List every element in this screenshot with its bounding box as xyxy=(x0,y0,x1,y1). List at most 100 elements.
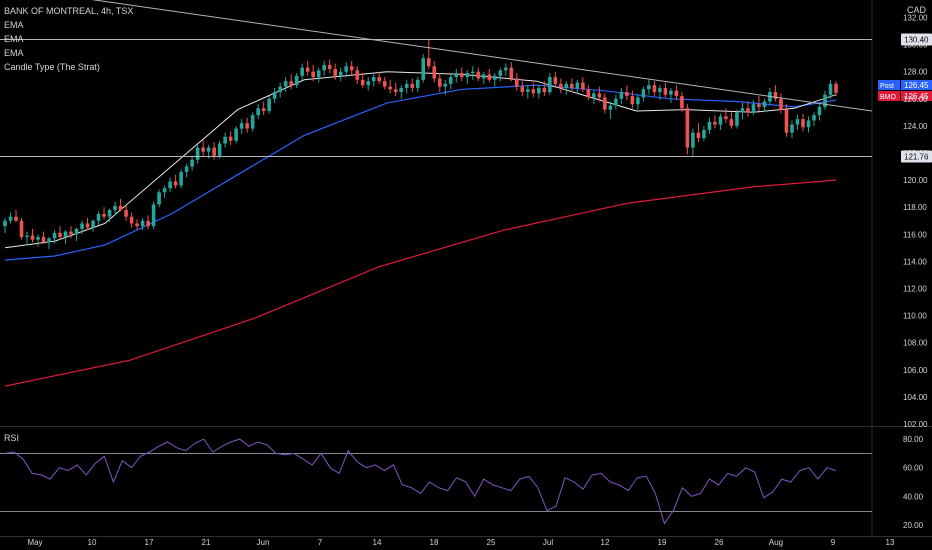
candle-body xyxy=(393,89,398,93)
candle-body xyxy=(8,216,13,221)
time-tick-label: 17 xyxy=(145,538,154,547)
candle-body xyxy=(509,67,514,79)
candle-body xyxy=(140,220,145,227)
price-tick-label: 122.00 xyxy=(903,149,928,158)
candle-body xyxy=(614,98,618,106)
candle-body xyxy=(773,92,778,99)
time-tick-label: 25 xyxy=(487,538,496,547)
candle-body xyxy=(641,89,646,98)
candle-body xyxy=(173,181,178,186)
candle-body xyxy=(349,66,354,71)
candle-body xyxy=(735,112,739,126)
level-label: 121.76 xyxy=(904,153,929,162)
candle-body xyxy=(190,159,194,167)
candle-body xyxy=(740,108,745,113)
candle-body xyxy=(801,119,805,128)
candle-body xyxy=(465,73,470,78)
candle-body xyxy=(630,96,635,105)
candle-body xyxy=(311,71,315,78)
candle-body xyxy=(746,108,750,113)
candle-body xyxy=(729,119,734,126)
candle-body xyxy=(102,213,106,217)
candle-body xyxy=(718,116,723,125)
candle-body xyxy=(470,71,475,74)
candle-body xyxy=(250,115,255,129)
ema-fast-label[interactable]: EMA xyxy=(4,20,24,30)
rsi-pane-label[interactable]: RSI xyxy=(4,433,20,443)
candle-body xyxy=(548,77,552,93)
candle-body xyxy=(608,105,613,110)
candle-body xyxy=(267,98,271,111)
candle-body xyxy=(245,123,249,129)
candle-body xyxy=(779,98,783,110)
candle-body xyxy=(327,64,332,69)
badge-value: 126.45 xyxy=(904,92,929,101)
badge-name: BMO xyxy=(880,94,897,101)
candle-body xyxy=(504,67,508,71)
candle-body xyxy=(168,181,172,189)
symbol-title[interactable]: BANK OF MONTREAL, 4h, TSX xyxy=(4,6,134,16)
time-tick-label: 7 xyxy=(318,538,323,547)
time-tick-label: 10 xyxy=(88,538,97,547)
candle-body xyxy=(410,83,415,88)
rsi-tick-label: 20.00 xyxy=(903,521,924,530)
candle-body xyxy=(30,235,35,240)
candle-body xyxy=(19,220,24,238)
candle-body xyxy=(713,121,717,125)
badge-name-box xyxy=(878,80,900,90)
candle-body xyxy=(476,71,481,79)
candle-body xyxy=(338,71,343,76)
price-tick-label: 128.00 xyxy=(903,68,928,77)
candle-body xyxy=(647,85,651,90)
currency-label: CAD xyxy=(906,5,926,15)
candle-body xyxy=(724,116,728,120)
candle-body xyxy=(784,109,789,133)
level-label: 130.40 xyxy=(904,36,929,45)
price-tick-label: 116.00 xyxy=(903,230,927,239)
candle-body xyxy=(184,166,189,172)
time-tick-label: 13 xyxy=(886,538,895,547)
candle-body xyxy=(790,124,794,133)
candle-body xyxy=(96,213,101,221)
candle-body xyxy=(305,67,310,72)
candle-body xyxy=(823,94,827,107)
candle-body xyxy=(14,216,18,221)
candle-body xyxy=(129,216,134,224)
time-tick-label: Aug xyxy=(769,538,783,547)
candle-body xyxy=(377,77,382,82)
candle-body xyxy=(817,106,822,116)
candle-body xyxy=(487,74,492,80)
candle-body xyxy=(454,73,459,78)
candle-type-label[interactable]: Candle Type (The Strat) xyxy=(4,62,100,72)
candle-body xyxy=(85,223,90,228)
candle-body xyxy=(300,67,304,76)
candle-body xyxy=(597,93,602,98)
candle-body xyxy=(526,89,530,93)
candle-body xyxy=(256,108,260,116)
candle-body xyxy=(570,83,574,88)
candle-body xyxy=(437,78,442,87)
candle-body xyxy=(592,93,596,98)
candle-body xyxy=(261,108,266,111)
ema-slow-line xyxy=(4,179,837,387)
time-tick-label: 18 xyxy=(430,538,439,547)
candle-body xyxy=(426,58,431,67)
price-tick-label: 126.00 xyxy=(903,95,928,104)
candle-body xyxy=(459,73,464,78)
candle-body xyxy=(443,83,448,87)
candle-body xyxy=(795,119,800,125)
candle-body xyxy=(162,188,167,193)
ema-slow-label[interactable]: EMA xyxy=(4,48,24,58)
candle-body xyxy=(355,70,360,80)
candle-body xyxy=(157,192,161,205)
candle-body xyxy=(691,132,695,148)
candle-body xyxy=(146,220,150,227)
candle-body xyxy=(91,220,95,228)
candle-body xyxy=(762,101,767,107)
ema-mid-label[interactable]: EMA xyxy=(4,34,24,44)
candle-body xyxy=(201,147,205,152)
candle-body xyxy=(481,74,486,79)
price-tick-label: 120.00 xyxy=(903,176,928,185)
rsi-tick-label: 60.00 xyxy=(903,464,924,473)
